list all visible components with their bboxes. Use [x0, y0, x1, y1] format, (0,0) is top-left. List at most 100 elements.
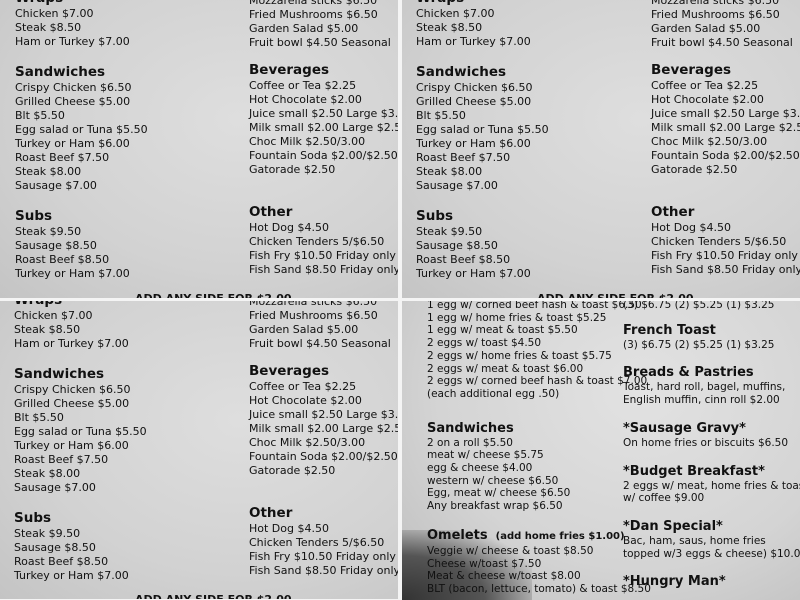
- menu-item: Sausage $7.00: [416, 179, 498, 192]
- section-heading: Sandwiches: [416, 64, 507, 80]
- menu-item: English muffin, cinn roll $2.00: [623, 394, 780, 407]
- menu-section: Mozzarella sticks $6.50 Fried Mushrooms $…: [249, 301, 398, 351]
- menu-section: Sandwiches Crispy Chicken $6.50 Grilled Ch…: [416, 64, 549, 193]
- menu-item: (3) $6.75 (2) $5.25 (1) $3.25: [623, 301, 775, 311]
- menu-item: Chicken Tenders 5/$6.50: [249, 536, 385, 549]
- menu-item: w/ coffee $9.00: [623, 492, 705, 505]
- section-heading: Sandwiches: [427, 420, 514, 436]
- menu-item: Ham or Turkey $7.00: [14, 337, 129, 350]
- menu-section: Other Hot Dog $4.50 Chicken Tenders 5/$6.5…: [249, 505, 398, 578]
- menu-item: Chicken $7.00: [14, 309, 93, 322]
- menu-item: Toast, hard roll, bagel, muffins,: [623, 381, 786, 394]
- section-heading: Breads & Pastries: [623, 365, 754, 381]
- menu-footer: ADD ANY SIDE FOR $2.00: [135, 292, 292, 298]
- menu-item: Grilled Cheese $5.00: [15, 95, 131, 108]
- menu-item: Milk small $2.00 Large $2.50: [651, 121, 800, 134]
- menu-item: Steak $8.50: [416, 21, 483, 34]
- menu-item: Any breakfast wrap $6.50: [427, 500, 563, 513]
- menu-section: (3) $6.75 (2) $5.25 (1) $3.25: [623, 301, 800, 312]
- menu-item: Steak $8.50: [15, 21, 82, 34]
- menu-item: Fish Sand $8.50 Friday only: [249, 564, 398, 577]
- menu-item: meat w/ cheese $5.75: [427, 449, 544, 462]
- section-heading: Subs: [14, 510, 52, 526]
- section-heading: *Hungry Man*: [623, 574, 726, 590]
- section-heading: Other: [651, 204, 695, 220]
- menu-item: Garden Salad $5.00: [249, 323, 359, 336]
- menu-item: Fried Mushrooms $6.50: [249, 8, 378, 21]
- menu-item: Turkey or Ham $6.00: [14, 439, 129, 452]
- section-heading: Beverages: [249, 62, 330, 78]
- menu-item: Mozzarella sticks $6.50: [249, 301, 378, 308]
- menu-item: Turkey or Ham $6.00: [15, 137, 130, 150]
- menu-item: On home fries or biscuits $6.50: [623, 436, 789, 449]
- menu-section: Other Hot Dog $4.50 Chicken Tenders 5/$6.5…: [651, 204, 800, 277]
- menu-item: Juice small $2.50 Large $3.00: [651, 107, 800, 120]
- menu-section: Sandwiches Crispy Chicken $6.50 Grilled Ch…: [15, 64, 148, 193]
- menu-item: Hot Dog $4.50: [249, 522, 329, 535]
- menu-item: Fried Mushrooms $6.50: [651, 8, 780, 21]
- section-heading: Omelets (add home fries $1.00): [427, 527, 651, 545]
- menu-item: Turkey or Ham $7.00: [416, 267, 531, 280]
- menu-column-right: Mozzarella sticks $6.50 Fried Mushrooms $…: [249, 0, 398, 298]
- menu-column-right: Mozzarella sticks $6.50 Fried Mushrooms $…: [249, 301, 398, 599]
- menu-section: Omelets (add home fries $1.00) Veggie w/ c…: [427, 527, 651, 596]
- menu-section: *Hungry Man*: [623, 573, 800, 590]
- menu-item: Chicken Tenders 5/$6.50: [651, 235, 787, 248]
- menu-footer: ADD ANY SIDE FOR $2.00: [537, 292, 694, 298]
- menu-item: Cheese w/toast $7.50: [427, 557, 542, 570]
- menu-section: Subs Steak $9.50 Sausage $8.50 Roast Beef $…: [416, 208, 549, 281]
- menu-section: Subs Steak $9.50 Sausage $8.50 Roast Beef $…: [15, 208, 148, 281]
- menu-item: Gatorade $2.50: [249, 464, 336, 477]
- menu-item: Fish Fry $10.50 Friday only: [651, 249, 798, 262]
- menu-item: Coffee or Tea $2.25: [249, 380, 357, 393]
- menu-item: western w/ cheese $6.50: [427, 474, 559, 487]
- menu-item: egg & cheese $4.00: [427, 462, 533, 475]
- section-heading: *Sausage Gravy*: [623, 420, 746, 436]
- menu-item: Coffee or Tea $2.25: [651, 79, 759, 92]
- menu-section: 1 egg w/ corned beef hash & toast $6.50 1…: [427, 301, 651, 401]
- menu-section: Beverages Coffee or Tea $2.25 Hot Chocolat…: [249, 363, 398, 478]
- menu-section: *Budget Breakfast* 2 eggs w/ meat, home f…: [623, 463, 800, 505]
- menu-item: Chicken $7.00: [15, 7, 94, 20]
- menu-section: Sandwiches 2 on a roll $5.50 meat w/ chees…: [427, 420, 651, 513]
- section-heading: Wraps: [416, 0, 549, 7]
- menu-item: Garden Salad $5.00: [249, 22, 359, 35]
- menu-item: Gatorade $2.50: [651, 163, 738, 176]
- menu-item: Crispy Chicken $6.50: [15, 81, 132, 94]
- menu-item: 2 eggs w/ meat & toast $6.00: [427, 362, 584, 375]
- menu-item: Roast Beef $7.50: [15, 151, 110, 164]
- menu-item: Fruit bowl $4.50 Seasonal: [651, 36, 793, 49]
- menu-item: Fountain Soda $2.00/$2.50: [249, 450, 398, 463]
- menu-item: 1 egg w/ meat & toast $5.50: [427, 324, 578, 337]
- menu-item: Ham or Turkey $7.00: [15, 35, 130, 48]
- menu-item: Sausage $7.00: [15, 179, 97, 192]
- menu-section: Sandwiches Crispy Chicken $6.50 Grilled Ch…: [14, 366, 147, 495]
- menu-item: Hot Dog $4.50: [651, 221, 731, 234]
- menu-item: Crispy Chicken $6.50: [14, 383, 131, 396]
- menu-column-left: 1 egg w/ corned beef hash & toast $6.50 1…: [427, 301, 651, 600]
- section-heading: Beverages: [249, 363, 330, 379]
- menu-section: Other Hot Dog $4.50 Chicken Tenders 5/$6.5…: [249, 204, 398, 277]
- menu-item: Steak $8.00: [14, 467, 81, 480]
- menu-item: Fish Fry $10.50 Friday only: [249, 249, 396, 262]
- menu-item: Blt $5.50: [15, 109, 65, 122]
- menu-item: Fruit bowl $4.50 Seasonal: [249, 337, 391, 350]
- menu-section: Mozzarella sticks $6.50 Fried Mushrooms $…: [249, 0, 398, 50]
- menu-item: Roast Beef $7.50: [416, 151, 511, 164]
- menu-item: Turkey or Ham $7.00: [14, 569, 129, 582]
- menu-item: Hot Chocolate $2.00: [651, 93, 764, 106]
- menu-item: BLT (bacon, lettuce, tomato) & toast $8.…: [427, 582, 651, 595]
- menu-item: Sausage $8.50: [15, 239, 97, 252]
- menu-item: Choc Milk $2.50/3.00: [651, 135, 768, 148]
- section-heading: *Dan Special*: [623, 518, 723, 534]
- breakfast-menu-photo: 1 egg w/ corned beef hash & toast $6.50 1…: [402, 301, 800, 600]
- menu-item: Ham or Turkey $7.00: [416, 35, 531, 48]
- menu-item: Turkey or Ham $6.00: [416, 137, 531, 150]
- menu-item: topped w/3 eggs & cheese) $10.00: [623, 547, 800, 560]
- menu-item: Steak $9.50: [15, 225, 82, 238]
- menu-section: Subs Steak $9.50 Sausage $8.50 Roast Beef $…: [14, 510, 147, 583]
